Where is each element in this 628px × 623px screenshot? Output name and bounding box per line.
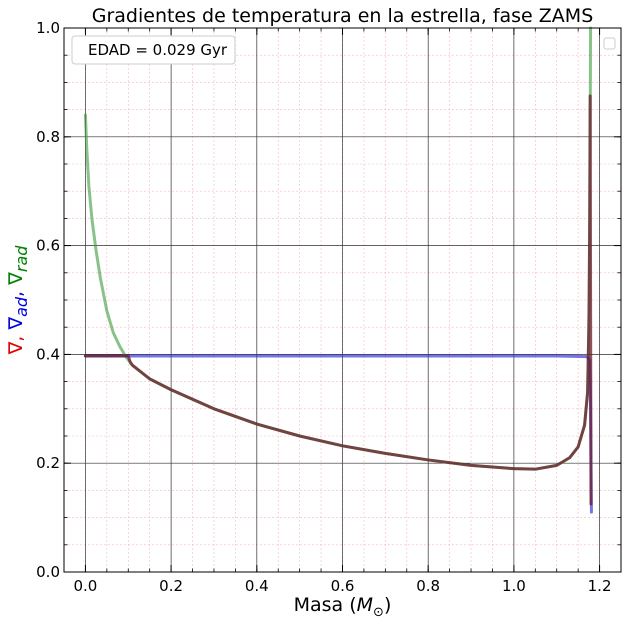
y-tick-label: 0.0 <box>36 563 60 581</box>
y-tick-label: 1.0 <box>36 19 60 37</box>
y-tick-label: 0.8 <box>36 128 60 146</box>
chart-title: Gradientes de temperatura en la estrella… <box>92 5 594 27</box>
y-tick-label: 0.2 <box>36 454 60 472</box>
series-layer <box>83 26 593 514</box>
x-tick-label: 0.6 <box>331 577 355 595</box>
x-tick-label: 0.2 <box>159 577 183 595</box>
x-tick-label: 0.0 <box>73 577 97 595</box>
x-tick-label: 1.2 <box>588 577 612 595</box>
y-axis-label: ∇, ∇ad, ∇rad <box>5 245 31 356</box>
y-tick-label: 0.6 <box>36 237 60 255</box>
ticks <box>63 27 622 573</box>
legend-text: EDAD = 0.029 Gyr <box>88 41 228 59</box>
x-tick-label: 0.4 <box>245 577 269 595</box>
y-tick-label: 0.4 <box>36 345 60 363</box>
x-axis-label: Masa (M⊙) <box>294 594 392 620</box>
tick-labels: 0.0 0.2 0.4 0.6 0.8 1.0 1.2 0.0 0.2 0.4 0.6 0.8 1.0 <box>36 19 611 595</box>
x-tick-label: 1.0 <box>502 577 526 595</box>
legend-marker-right <box>603 37 616 50</box>
series-line-nabla <box>83 94 593 506</box>
legend-box <box>71 35 236 65</box>
x-tick-label: 0.8 <box>416 577 440 595</box>
legend: EDAD = 0.029 Gyr <box>71 35 236 65</box>
